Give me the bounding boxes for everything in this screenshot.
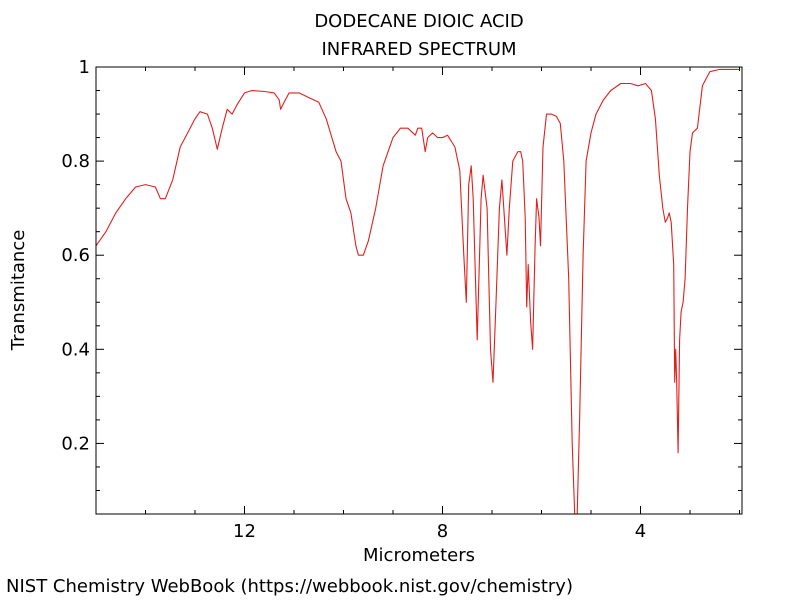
source-credit: NIST Chemistry WebBook (https://webbook.…	[6, 576, 573, 597]
x-tick-label: 4	[635, 521, 646, 542]
tick-layer: 12 8 4 0.2 0.4 0.6 0.8 1	[61, 57, 742, 542]
y-axis-label: Transmitance	[8, 230, 29, 352]
plot-layer	[95, 68, 740, 515]
y-tick-label: 1	[79, 57, 90, 78]
plot-frame	[95, 66, 743, 515]
chart-title: DODECANE DIOIC ACID	[314, 11, 524, 32]
x-tick-label: 12	[233, 521, 256, 542]
x-tick-label: 8	[437, 521, 448, 542]
y-tick-label: 0.6	[61, 245, 90, 266]
y-tick-label: 0.8	[61, 151, 90, 172]
x-axis-label: Micrometers	[363, 545, 475, 566]
spectrum-series-line	[95, 68, 740, 515]
y-tick-label: 0.4	[61, 339, 90, 360]
y-tick-label: 0.2	[61, 433, 90, 454]
chart-subtitle: INFRARED SPECTRUM	[321, 39, 517, 60]
